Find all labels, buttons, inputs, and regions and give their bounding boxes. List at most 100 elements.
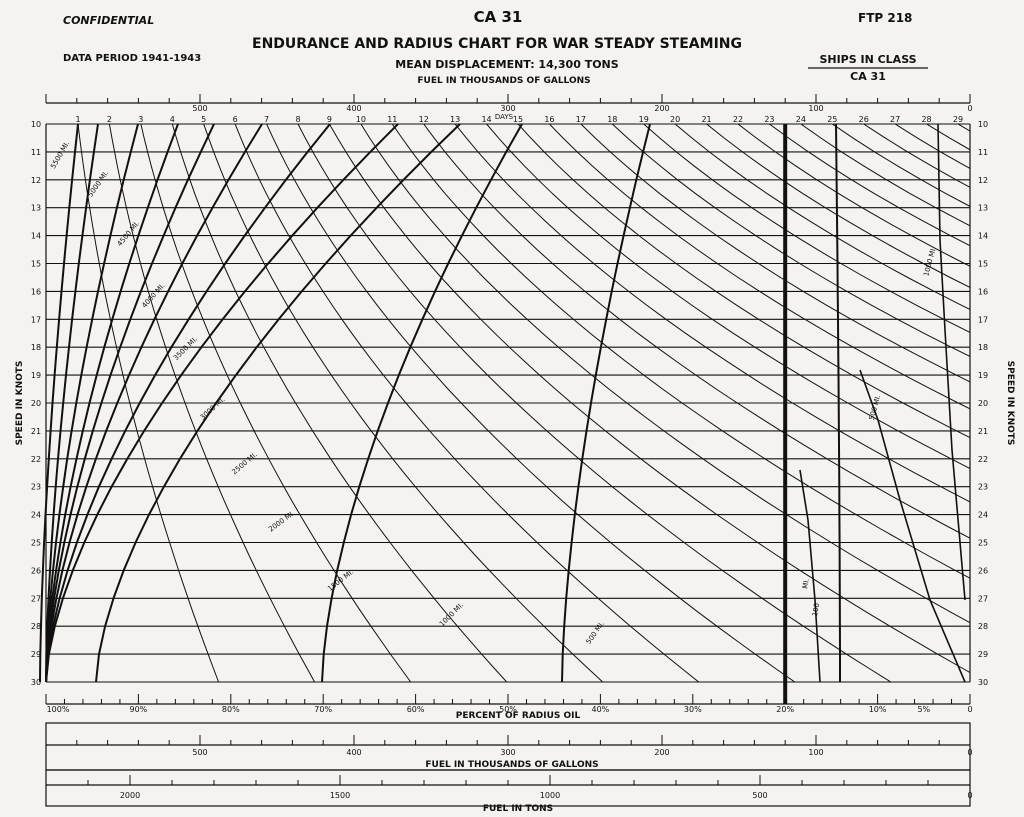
day-label: 19 xyxy=(639,115,649,124)
speed-tick-left: 25 xyxy=(31,539,41,548)
speed-tick-left: 12 xyxy=(31,176,41,185)
day-ray xyxy=(674,124,970,310)
tons-tick-label: 2000 xyxy=(120,791,140,800)
speed-tick-left: 27 xyxy=(31,594,41,603)
day-ray xyxy=(203,124,604,682)
day-ray xyxy=(611,124,970,358)
speed-tick-left: 13 xyxy=(31,204,41,213)
day-label: 3 xyxy=(138,115,143,124)
top-fuel-scale: 500 400 300 200 100 0 xyxy=(45,94,973,113)
radius-curve xyxy=(799,469,821,683)
speed-tick-right: 17 xyxy=(978,315,988,324)
radius-oil-tick-label: 5% xyxy=(917,705,930,714)
speed-tick-right: 22 xyxy=(978,455,988,464)
radius-oil-tick-label: 60% xyxy=(407,705,425,714)
speed-tick-right: 24 xyxy=(978,511,988,520)
radius-oil-tick-label: 80% xyxy=(222,705,240,714)
radius-curve xyxy=(95,123,461,683)
speed-tick-right: 27 xyxy=(978,594,988,603)
day-ray xyxy=(517,124,970,439)
curve-layer: 1 2 3 4 5 6 7 8 9 10 11 12 13 14 15 16 17 18 19 20 21 22 23 24 2… xyxy=(39,115,970,683)
fuel-gallons-label: FUEL IN THOUSANDS OF GALLONS xyxy=(425,760,598,770)
radius-curve xyxy=(45,123,263,683)
radius-oil-tick-label: 0 xyxy=(967,705,972,714)
tons-tick-label: 1000 xyxy=(540,791,560,800)
speed-grid: 10 10 11 11 12 12 13 13 14 14 15 15 16 16 17 17 18 18 19 19… xyxy=(31,120,988,687)
chart-title: ENDURANCE AND RADIUS CHART FOR WAR STEAD… xyxy=(252,36,742,52)
day-label: 7 xyxy=(264,115,269,124)
speed-tick-right: 29 xyxy=(978,650,988,659)
speed-tick-right: 23 xyxy=(978,483,988,492)
radius-oil-tick-label: 10% xyxy=(869,705,887,714)
radius-oil-tick-label: 50% xyxy=(499,705,517,714)
radius-curve xyxy=(45,123,399,683)
speed-tick-right: 21 xyxy=(978,427,988,436)
day-label: 18 xyxy=(607,115,617,124)
publication-number: FTP 218 xyxy=(858,11,912,25)
top-scale-tick-label: 300 xyxy=(500,104,515,113)
tons-tick-label: 1500 xyxy=(330,791,350,800)
day-ray xyxy=(140,124,412,682)
day-ray xyxy=(454,124,970,503)
radius-curve xyxy=(45,123,179,683)
day-label: 29 xyxy=(953,115,963,124)
radius-curve xyxy=(859,369,966,683)
day-label: 1 xyxy=(75,115,80,124)
day-label: 27 xyxy=(890,115,900,124)
speed-tick-right: 15 xyxy=(978,260,988,269)
radius-curve xyxy=(45,123,331,683)
tons-scale-box xyxy=(45,769,971,807)
gallons-tick-label: 0 xyxy=(967,748,972,757)
day-label: 10 xyxy=(356,115,366,124)
speed-tick-left: 11 xyxy=(31,148,41,157)
speed-tick-right: 30 xyxy=(978,678,988,687)
speed-tick-right: 13 xyxy=(978,204,988,213)
day-ray xyxy=(580,124,970,383)
speed-tick-right: 18 xyxy=(978,343,988,352)
ships-in-class-value: CA 31 xyxy=(850,70,886,83)
day-label: 4 xyxy=(170,115,175,124)
speed-tick-right: 12 xyxy=(978,176,988,185)
speed-tick-left: 29 xyxy=(31,650,41,659)
speed-tick-right: 19 xyxy=(978,371,988,380)
speed-tick-left: 23 xyxy=(31,483,41,492)
radius-oil-tick-label: 40% xyxy=(592,705,610,714)
day-label: 26 xyxy=(859,115,869,124)
radius-curve-label: 100 xyxy=(811,602,821,617)
speed-tick-left: 17 xyxy=(31,315,41,324)
data-period: DATA PERIOD 1941-1943 xyxy=(63,53,201,64)
speed-tick-right: 10 xyxy=(978,120,988,129)
day-ray xyxy=(234,124,700,682)
day-label: 12 xyxy=(419,115,429,124)
day-ray xyxy=(769,124,970,247)
radius-curve xyxy=(937,123,966,601)
top-scale-tick-label: 400 xyxy=(346,104,361,113)
speed-tick-left: 19 xyxy=(31,371,41,380)
radius-curve xyxy=(45,123,99,683)
radius-curve xyxy=(45,123,139,683)
day-label: 11 xyxy=(387,115,397,124)
classification-label: CONFIDENTIAL xyxy=(63,14,154,27)
day-ray xyxy=(360,124,970,624)
day-ray xyxy=(297,124,892,682)
top-scale-tick-label: 500 xyxy=(192,104,207,113)
day-label: 16 xyxy=(544,115,554,124)
top-scale-tick-label: 0 xyxy=(967,104,972,113)
speed-tick-right: 20 xyxy=(978,399,988,408)
day-label: 28 xyxy=(921,115,931,124)
y-axis-label-left: SPEED IN KNOTS xyxy=(15,361,25,446)
day-label: 24 xyxy=(796,115,806,124)
day-label: 22 xyxy=(733,115,743,124)
gallons-tick-label: 100 xyxy=(808,748,823,757)
day-label: 23 xyxy=(764,115,774,124)
top-scale-tick-label: 100 xyxy=(808,104,823,113)
day-ray xyxy=(77,124,220,682)
speed-tick-left: 18 xyxy=(31,343,41,352)
gallons-tick-label: 500 xyxy=(192,748,207,757)
ships-in-class-label: SHIPS IN CLASS xyxy=(819,53,916,66)
day-label: 8 xyxy=(295,115,300,124)
day-ray xyxy=(549,124,970,410)
radius-curve-label: MI. xyxy=(801,578,811,590)
ship-designation: CA 31 xyxy=(474,8,523,26)
